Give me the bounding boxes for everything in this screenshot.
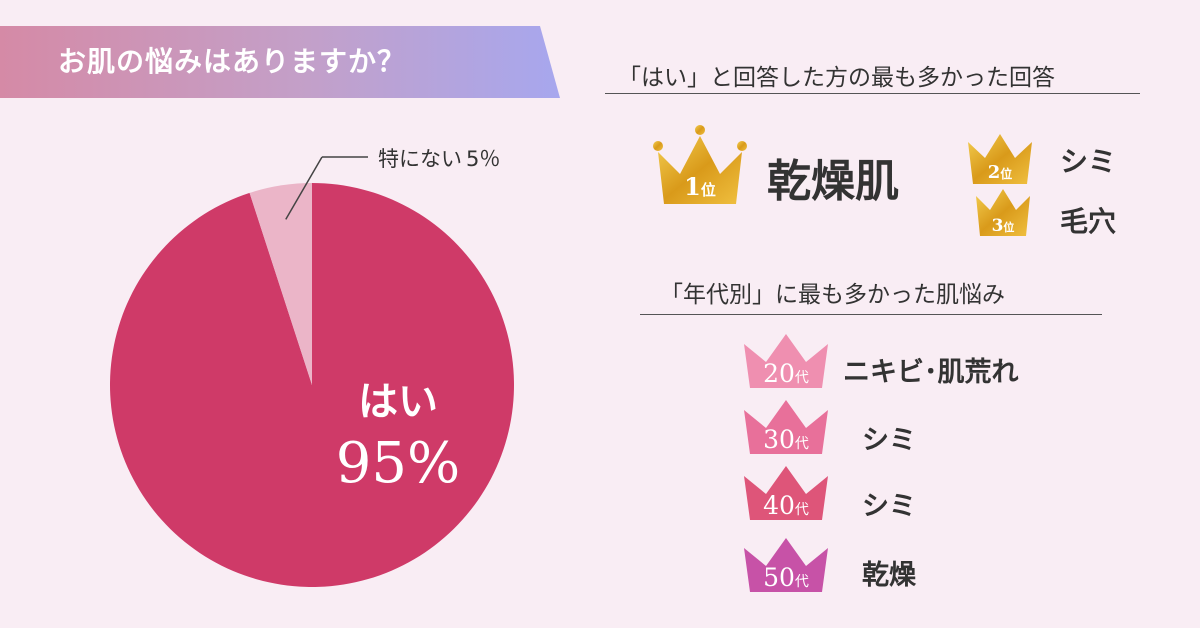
rank-1-answer: 乾燥肌 bbox=[767, 156, 899, 207]
crown-age-50: 50代 bbox=[744, 538, 828, 592]
age-30-answer: シミ bbox=[862, 425, 916, 456]
age-50-answer: 乾燥 bbox=[862, 560, 916, 591]
crown-age-20: 20代 bbox=[744, 334, 828, 388]
ranking-divider bbox=[605, 93, 1140, 94]
svg-text:20代: 20代 bbox=[763, 359, 809, 388]
ranking-title: 「はい」と回答した方の最も多かった回答 bbox=[618, 65, 1055, 91]
age-divider bbox=[640, 314, 1102, 315]
crown-age-30: 30代 bbox=[744, 400, 828, 454]
svg-text:30代: 30代 bbox=[763, 425, 809, 454]
rank-3-answer: 毛穴 bbox=[1060, 205, 1117, 238]
slice-label-none: 特にない 5％ bbox=[378, 147, 500, 171]
crown-age-40: 40代 bbox=[744, 466, 828, 520]
slice-value-yes: 95% bbox=[336, 431, 460, 496]
crown-rank-1: 1位 bbox=[653, 125, 747, 204]
svg-text:40代: 40代 bbox=[763, 491, 809, 520]
leader-line bbox=[285, 156, 323, 220]
age-20-answer: ニキビ･肌荒れ bbox=[843, 357, 1019, 388]
svg-text:2位: 2位 bbox=[988, 162, 1013, 183]
rank-2-answer: シミ bbox=[1060, 145, 1117, 178]
svg-text:50代: 50代 bbox=[763, 563, 809, 592]
age-40-answer: シミ bbox=[862, 491, 916, 522]
question-title: お肌の悩みはありますか？ bbox=[58, 45, 407, 78]
crown-rank-3: 3位 bbox=[976, 189, 1030, 236]
svg-text:1位: 1位 bbox=[684, 172, 716, 201]
pie-slice-none bbox=[249, 183, 312, 385]
age-title: 「年代別」に最も多かった肌悩み bbox=[660, 282, 1005, 308]
question-banner: お肌の悩みはありますか？ bbox=[0, 26, 560, 98]
crown-rank-2: 2位 bbox=[968, 134, 1032, 184]
svg-text:3位: 3位 bbox=[992, 216, 1015, 236]
slice-label-yes: はい bbox=[358, 378, 438, 425]
pie-chart: 特にない 5％ はい 95% bbox=[109, 147, 514, 587]
